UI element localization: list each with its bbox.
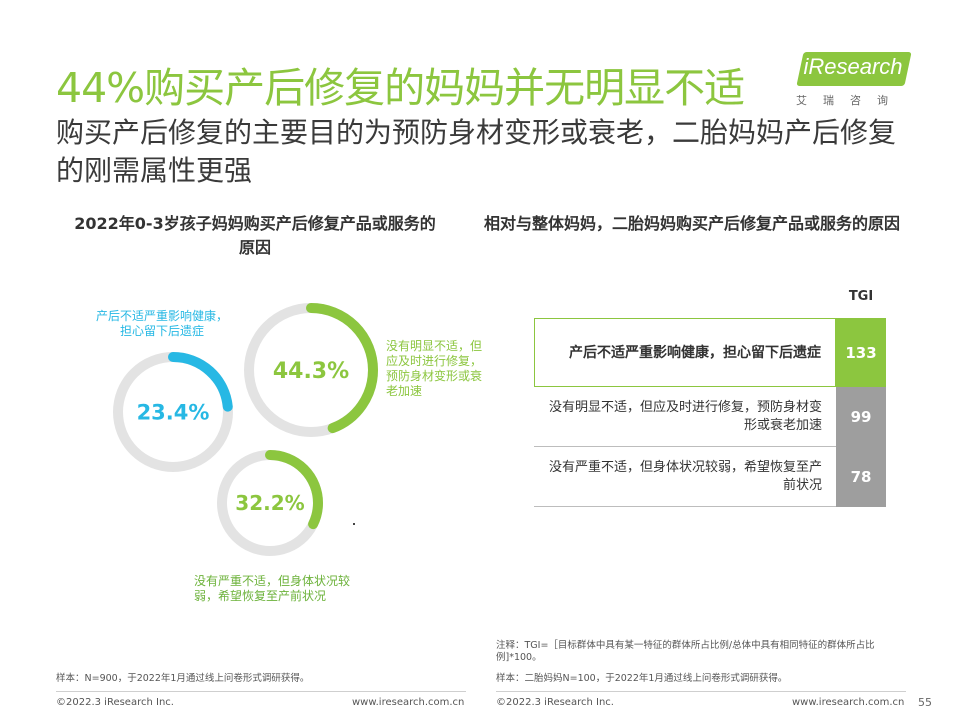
footer-url-left[interactable]: www.iresearch.com.cn — [352, 697, 465, 708]
footer-copyright-right: ©2022.3 iResearch Inc. — [496, 697, 614, 708]
tgi-row: 没有严重不适，但身体状况较弱，希望恢复至产前状况 78 — [534, 447, 886, 507]
tgi-row-value: 99 — [836, 387, 886, 447]
annotation-weak-body: 没有严重不适，但身体状况较弱，希望恢复至产前状况 — [194, 574, 351, 603]
ring-arc — [244, 303, 378, 437]
left-chart-title: 2022年0-3岁孩子妈妈购买产后修复产品或服务的原因 — [74, 214, 436, 257]
tgi-row-value: 133 — [836, 318, 886, 387]
right-sample-note: 样本：二胎妈妈N=100，于2022年1月通过线上问卷形式调研获得。 — [496, 673, 788, 684]
ring-value-label: 44.3% — [273, 359, 349, 384]
annotation-prevent-aging: 没有明显不适，但应及时进行修复，预防身材变形或衰老加速 — [386, 339, 483, 398]
tgi-row-label: 没有严重不适，但身体状况较弱，希望恢复至产前状况 — [548, 460, 822, 493]
page-number: 55 — [918, 696, 932, 709]
page-subtitle: 购买产后修复的主要目的为预防身材变形或衰老，二胎妈妈产后修复的刚需属性更强 — [56, 116, 897, 187]
tgi-note: 注释：TGI=［目标群体中具有某一特征的群体所占比例/总体中具有相同特征的群体所… — [496, 640, 875, 663]
tgi-row-label: 没有明显不适，但应及时进行修复，预防身材变形或衰老加速 — [548, 400, 822, 433]
ring-arc — [217, 450, 323, 556]
iresearch-logo: iResearch 艾瑞咨询 — [794, 52, 912, 110]
footer-copyright-left: ©2022.3 iResearch Inc. — [56, 697, 174, 708]
ring-value-label: 23.4% — [137, 401, 210, 425]
ring-value-label: 32.2% — [235, 491, 304, 515]
right-chart-title: 相对与整体妈妈，二胎妈妈购买产后修复产品或服务的原因 — [483, 214, 900, 233]
tgi-row: 产后不适严重影响健康，担心留下后遗症 133 — [534, 318, 886, 387]
tgi-row-value: 78 — [836, 447, 886, 507]
tgi-column-header: TGI — [848, 289, 874, 304]
annotation-health-concern: 产后不适严重影响健康，担心留下后遗症 — [96, 309, 229, 338]
ring-health-concern: 23.4% — [113, 352, 233, 472]
ring-arc — [113, 352, 233, 472]
page-title: 44%购买产后修复的妈妈并无明显不适 — [56, 64, 745, 112]
ring-prevent-aging: 44.3% — [244, 303, 378, 437]
tgi-row: 没有明显不适，但应及时进行修复，预防身材变形或衰老加速 99 — [534, 387, 886, 447]
ring-weak-body: 32.2% — [217, 450, 323, 556]
left-sample-note: 样本：N=900，于2022年1月通过线上问卷形式调研获得。 — [56, 673, 310, 684]
tgi-row-label: 产后不适严重影响健康，担心留下后遗症 — [534, 318, 836, 387]
footer-url-right[interactable]: www.iresearch.com.cn — [792, 697, 905, 708]
